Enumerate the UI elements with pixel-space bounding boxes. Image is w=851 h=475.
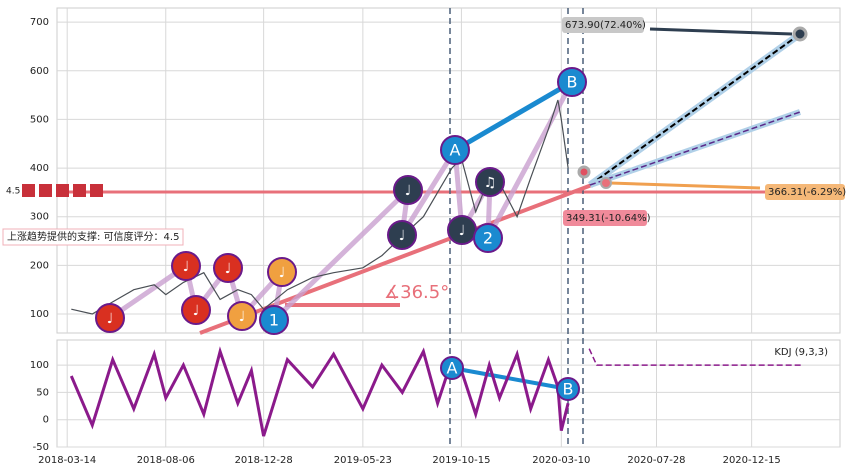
y-tick-label: 600 — [30, 66, 49, 77]
ab-line — [451, 366, 569, 391]
marker-label: 1 — [269, 311, 279, 330]
y-tick-label: 100 — [30, 309, 49, 320]
marker-label: B — [563, 380, 574, 399]
marker — [227, 301, 257, 331]
arrow — [649, 27, 793, 36]
kdj-panel — [56, 339, 841, 448]
marker — [475, 167, 505, 197]
annotation: 上涨趋势提供的支撑: 可信度评分：4.5 — [7, 230, 179, 243]
y2-tick-label: 100 — [30, 360, 49, 371]
marker — [171, 251, 201, 281]
y-tick-label: 500 — [30, 114, 49, 125]
marker — [557, 67, 587, 97]
marker — [95, 303, 125, 333]
marker-label: A — [447, 359, 458, 378]
x-tick-label: 2020-12-15 — [723, 455, 781, 466]
marker-label: ♩ — [399, 228, 406, 244]
marker — [387, 220, 417, 250]
target-dot — [792, 26, 808, 42]
y-tick-label: 400 — [30, 163, 49, 174]
score-label: 4.5 — [6, 187, 20, 197]
x-tick-label: 2019-05-23 — [334, 455, 392, 466]
marker-label: ♩ — [183, 259, 190, 275]
arrow — [609, 181, 761, 190]
x-tick-label: 2020-07-28 — [627, 455, 685, 466]
target-dot — [600, 177, 612, 189]
kdj-tail — [588, 348, 804, 366]
annotation: 349.31(-10.64%) — [566, 213, 651, 224]
score-icon — [73, 184, 86, 197]
label-box — [2, 228, 184, 246]
y-tick-label: 200 — [30, 260, 49, 271]
ab-line — [453, 79, 574, 153]
x-tick-label: 2020-03-10 — [532, 455, 590, 466]
score-icon — [56, 184, 69, 197]
marker-label: ♩ — [279, 265, 286, 281]
label-box — [562, 17, 644, 33]
annotation: 366.31(-6.29%) — [768, 187, 846, 198]
score-icon — [90, 184, 103, 197]
y2-tick-label: 0 — [43, 415, 49, 426]
marker — [213, 253, 243, 283]
annotation: 673.90(72.40%) — [565, 20, 646, 31]
marker-label: ♩ — [193, 303, 200, 319]
kdj-line — [69, 346, 570, 437]
y2-tick-label: 50 — [36, 387, 49, 398]
price-line — [71, 99, 569, 315]
marker-label: ♩ — [405, 183, 412, 199]
x-tick-label: 2018-03-14 — [38, 455, 96, 466]
marker — [393, 175, 423, 205]
marker — [440, 356, 464, 380]
marker — [267, 257, 297, 287]
angle-label: ∡36.5° — [384, 282, 449, 303]
projection — [589, 111, 801, 186]
marker-label: A — [450, 141, 461, 160]
projection — [589, 33, 801, 186]
marker-label: ♩ — [107, 311, 114, 327]
target-dot — [577, 165, 591, 179]
label-box — [563, 210, 647, 226]
marker-label: ♩ — [239, 309, 246, 325]
label-box — [765, 184, 845, 200]
marker — [440, 135, 470, 165]
marker-label: ♫ — [484, 175, 497, 191]
marker — [473, 223, 503, 253]
y-tick-label: 300 — [30, 212, 49, 223]
marker-label: ♩ — [459, 223, 466, 239]
marker-label: ♩ — [225, 261, 232, 277]
x-tick-label: 2018-08-06 — [137, 455, 195, 466]
marker-label: 2 — [483, 229, 493, 248]
marker-label: B — [567, 73, 578, 92]
marker — [181, 295, 211, 325]
score-icon — [39, 184, 52, 197]
marker — [259, 305, 289, 335]
y2-tick-label: -50 — [33, 442, 49, 453]
x-tick-label: 2018-12-28 — [235, 455, 293, 466]
marker — [556, 377, 580, 401]
y-tick-label: 700 — [30, 17, 49, 28]
legend-entry: KDJ (9,3,3) — [774, 347, 828, 358]
x-tick-label: 2019-10-15 — [432, 455, 490, 466]
score-icon — [22, 184, 35, 197]
